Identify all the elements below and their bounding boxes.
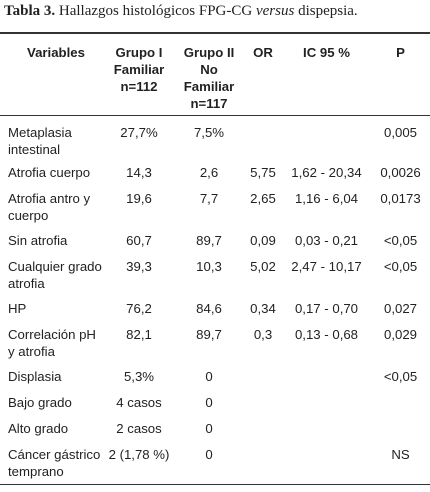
row-label: Correlación pH y atrofia [8,326,96,359]
caption-label: Tabla 3. [4,3,56,19]
cell-grupo-ii: 84,6 [196,300,222,316]
cell-p: 0,027 [383,300,417,316]
table-row: Cáncer gástrico temprano 2 (1,78 %) 0 NS [0,442,430,485]
cell-ic: 0,13 - 0,68 [294,326,359,342]
caption-italic: versus [255,3,295,19]
cell-p: <0,05 [383,232,418,248]
cell-grupo-i: 2 casos [116,420,162,436]
table-row: Bajo grado 4 casos 0 [0,391,430,417]
cell-or: 2,65 [250,190,276,206]
table-row: Atrofia cuerpo 14,3 2,6 5,75 1,62 - 20,3… [0,161,430,187]
cell-p: 0,005 [383,124,417,140]
header-row: Variables Grupo I Familiar n=112 Grupo I… [0,33,430,115]
row-label: Metaplasia intestinal [8,124,72,157]
cell-ic [282,442,371,485]
cell-p: 0,0026 [380,164,421,180]
cell-or [244,391,282,417]
cell-p: 0,029 [383,326,417,342]
cell-p [371,391,430,417]
cell-grupo-i: 76,2 [126,300,152,316]
table-row: HP 76,2 84,6 0,34 0,17 - 0,70 0,027 [0,297,430,323]
cell-grupo-i: 2 (1,78 %) [104,442,174,485]
cell-ic [282,417,371,443]
col-header-or: OR [253,45,273,60]
table-row: Metaplasia intestinal 27,7% 7,5% 0,005 [0,115,430,161]
table-caption: Tabla 3. Hallazgos histológicos FPG-CG v… [4,2,428,21]
cell-ic: 1,16 - 6,04 [294,190,359,206]
row-label: Displasia [8,368,62,384]
cell-or: 0,3 [253,326,273,342]
cell-grupo-ii: 89,7 [196,326,222,342]
cell-or: 0,09 [250,232,276,248]
cell-grupo-ii: 0 [205,368,213,384]
row-label: Cáncer gástrico temprano [0,442,104,485]
cell-grupo-i: 27,7% [120,124,158,140]
table-row: Atrofia antro y cuerpo 19,6 7,7 2,65 1,1… [0,187,430,229]
cell-ic: 0,17 - 0,70 [294,300,359,316]
table-row: Correlación pH y atrofia 82,1 89,7 0,3 0… [0,323,430,365]
cell-grupo-ii: 10,3 [196,258,222,274]
table-row: Cualquier grado atrofia 39,3 10,3 5,02 2… [0,255,430,297]
cell-ic [282,115,371,161]
col-header-p: P [396,45,405,60]
table-row: Displasia 5,3% 0 <0,05 [0,365,430,391]
cell-or [244,442,282,485]
results-table: Variables Grupo I Familiar n=112 Grupo I… [0,32,430,485]
cell-grupo-ii: 7,7 [199,190,219,206]
row-label: Bajo grado [8,394,72,410]
cell-or [244,115,282,161]
col-header-ic: IC 95 % [303,45,350,60]
table-row: Alto grado 2 casos 0 [0,417,430,443]
col-header-variables: Variables [27,45,85,60]
cell-grupo-i: 60,7 [126,232,152,248]
cell-grupo-ii: 0 [174,442,244,485]
row-label: Sin atrofia [8,232,68,248]
cell-or [244,365,282,391]
cell-ic: 0,03 - 0,21 [294,232,359,248]
table-row: Sin atrofia 60,7 89,7 0,09 0,03 - 0,21 <… [0,229,430,255]
cell-p: 0,0173 [380,190,421,206]
cell-p: <0,05 [383,258,418,274]
cell-ic [282,365,371,391]
cell-or: 5,02 [250,258,276,274]
col-header-grupo-i: Grupo I Familiar n=112 [113,45,165,94]
row-label: Atrofia antro y cuerpo [8,190,91,223]
cell-grupo-ii: 2,6 [199,164,219,180]
cell-p: <0,05 [383,368,418,384]
cell-ic: 1,62 - 20,34 [291,164,362,180]
cell-grupo-i: 39,3 [126,258,152,274]
cell-p: NS [371,442,430,485]
cell-grupo-ii: 7,5% [193,124,225,140]
cell-or [244,417,282,443]
row-label: Cualquier grado atrofia [8,258,102,291]
cell-grupo-i: 14,3 [126,164,152,180]
cell-ic: 2,47 - 10,17 [291,258,362,274]
cell-grupo-i: 82,1 [126,326,152,342]
row-label: HP [8,300,27,316]
cell-grupo-i: 19,6 [126,190,152,206]
row-label: Alto grado [8,420,69,436]
col-header-grupo-ii: Grupo II No Familiar n=117 [183,45,235,111]
cell-or: 0,34 [250,300,276,316]
cell-ic [282,391,371,417]
caption-text: Hallazgos histológicos FPG-CG [55,3,256,19]
cell-p [371,417,430,443]
cell-or: 5,75 [250,164,276,180]
cell-grupo-i: 5,3% [123,368,155,384]
row-label: Atrofia cuerpo [8,164,91,180]
cell-grupo-ii: 0 [205,420,213,436]
cell-grupo-ii: 0 [205,394,213,410]
cell-grupo-i: 4 casos [116,394,162,410]
caption-text-end: dispepsia. [294,3,358,19]
cell-grupo-ii: 89,7 [196,232,222,248]
